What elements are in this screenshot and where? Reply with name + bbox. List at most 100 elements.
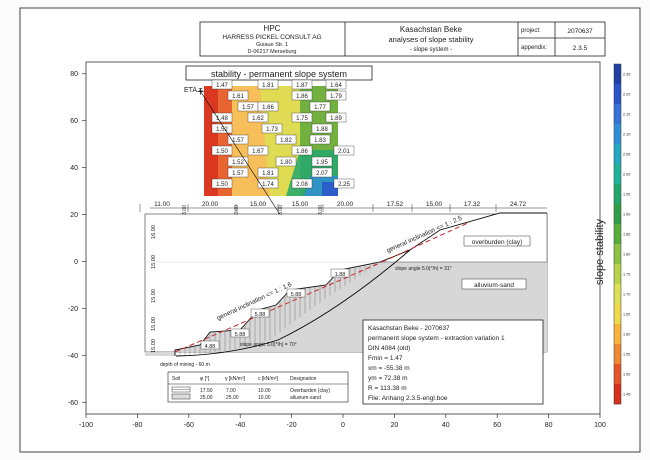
project-number: 2070637 bbox=[567, 28, 593, 35]
berm-label-text: 4.88 bbox=[205, 344, 216, 350]
berm-height-label: 3.00 bbox=[234, 205, 240, 215]
project-title: Kasachstan Beke bbox=[400, 25, 463, 34]
legend-sand-gamma: 25.00 bbox=[226, 395, 239, 401]
colorbar-tick: 2.35 bbox=[623, 73, 630, 77]
grid-cell-box bbox=[257, 178, 279, 189]
company-city: D-06217 Merseburg bbox=[248, 49, 297, 55]
y-tick-label: 40 bbox=[70, 165, 78, 172]
grid-cell-value: 1.61 bbox=[232, 94, 244, 100]
colorbar-swatch bbox=[614, 144, 621, 165]
safety-factor-grid: 1.47 1.81 1.87 1.64 1.61 1.86 1.79 1.57 1.66 1.77… bbox=[197, 79, 355, 231]
grid-cell-value: 2.07 bbox=[316, 171, 328, 177]
colorbar-tick: 1.65 bbox=[623, 313, 630, 317]
legend-header-soil: Soil bbox=[172, 376, 180, 382]
radius-line bbox=[200, 91, 291, 231]
grid-cell: 2.01 bbox=[333, 145, 355, 156]
dimension-label: 15.00 bbox=[426, 201, 443, 208]
colorbar-tick: 1.95 bbox=[623, 193, 630, 197]
grid-cell: 1.57 bbox=[227, 134, 249, 145]
info-line-1: Kasachstan Beke - 2070637 bbox=[368, 325, 450, 332]
colorbar-swatch bbox=[614, 204, 621, 225]
colorbar-tick: 2.00 bbox=[623, 173, 630, 177]
legend-clay-cohesion: 10.00 bbox=[258, 388, 271, 394]
y-tick-label: -40 bbox=[68, 353, 78, 360]
grid-cell: 1.80 bbox=[275, 156, 297, 167]
grid-cell-value: 1.50 bbox=[216, 149, 228, 155]
colorbar-swatch bbox=[614, 384, 621, 405]
grid-cell-box bbox=[291, 145, 313, 156]
legend-clay-designation: Overburden (clay) bbox=[290, 388, 330, 394]
berm-label: 5.88 bbox=[250, 308, 270, 318]
colorbar-tick: 2.05 bbox=[623, 153, 630, 157]
berm-height-label: 3.00 bbox=[182, 205, 188, 215]
colorbar-frame bbox=[613, 63, 622, 405]
grid-cell-box bbox=[311, 156, 333, 167]
berm-label-text: 5.88 bbox=[255, 312, 266, 318]
grid-cell: 1.50 bbox=[211, 145, 233, 156]
grid-cell: 1.83 bbox=[309, 134, 331, 145]
grid-cell-value: 1.74 bbox=[262, 182, 274, 188]
colorbar-swatch bbox=[614, 344, 621, 365]
colorbar-tick: 1.45 bbox=[623, 393, 630, 397]
colorbar-swatch bbox=[614, 264, 621, 285]
inclination-line-upper bbox=[381, 221, 471, 263]
project-label: project: bbox=[521, 28, 541, 34]
grid-cell-value: 2.01 bbox=[338, 149, 350, 155]
grid-cell-box bbox=[325, 90, 347, 101]
grid-cell-value: 1.57 bbox=[242, 105, 254, 111]
berm-label-box bbox=[286, 288, 306, 298]
grid-cell-value: 1.81 bbox=[262, 83, 274, 89]
grid-cell-box bbox=[227, 134, 249, 145]
legend-header-phi: φ [°] bbox=[200, 376, 210, 382]
grid-cell-value: 1.83 bbox=[314, 138, 326, 144]
colorbar-tick: 1.55 bbox=[623, 353, 630, 357]
colorbar-swatch bbox=[614, 304, 621, 325]
grid-cell-box bbox=[261, 123, 283, 134]
grid-cell: 1.61 bbox=[227, 90, 249, 101]
legend-header-cohesion: c [kN/m²] bbox=[258, 376, 279, 382]
colorbar-tick: 1.60 bbox=[623, 333, 630, 337]
info-line-7: R = 113.38 m bbox=[368, 385, 407, 392]
grid-cell-value: 1.89 bbox=[330, 116, 342, 122]
grid-cell: 1.62 bbox=[247, 112, 269, 123]
grid-cell: 1.81 bbox=[257, 79, 279, 90]
grid-cell-value: 1.48 bbox=[216, 116, 228, 122]
colorbar-swatch bbox=[614, 164, 621, 185]
x-tick-label: 0 bbox=[341, 422, 345, 429]
x-tick-label: -60 bbox=[184, 422, 194, 429]
grid-cell-box bbox=[257, 101, 279, 112]
berm-label-box bbox=[330, 268, 350, 278]
dimension-label: 17.32 bbox=[464, 201, 481, 208]
grid-cell-value: 1.73 bbox=[266, 127, 278, 133]
project-detail: - slope system - bbox=[410, 47, 452, 53]
dimension-label: 20.00 bbox=[202, 201, 219, 208]
grid-cell: 1.50 bbox=[211, 178, 233, 189]
y-tick-label: -20 bbox=[68, 306, 78, 313]
section-title-box: stability - permanent slope system bbox=[185, 65, 373, 81]
level-label: 15.00 bbox=[151, 317, 157, 331]
colorbar-tick: 2.10 bbox=[623, 133, 630, 137]
berm-label-box bbox=[200, 340, 220, 350]
grid-cell-value: 1.80 bbox=[280, 160, 292, 166]
colorbar-tick: 2.15 bbox=[623, 113, 630, 117]
grid-cell-value: 1.67 bbox=[252, 149, 264, 155]
slope-angle-upper: slope angle 5.0(°/h) = 31° bbox=[395, 266, 452, 272]
grid-cell-value: 1.79 bbox=[330, 94, 342, 100]
grid-cell: 1.74 bbox=[257, 178, 279, 189]
colorbar-swatch bbox=[614, 244, 621, 265]
info-line-8: File: Anhang 2.3.5-engl.boe bbox=[368, 395, 448, 402]
colorbar-tick: 1.80 bbox=[623, 253, 630, 257]
company-street: Guiaue Str. 1 bbox=[256, 42, 288, 48]
berm-label-text: 1.88 bbox=[335, 272, 346, 278]
overburden-tag: overburden (clay) bbox=[463, 235, 531, 247]
grid-cell-box bbox=[227, 156, 249, 167]
grid-cell-box bbox=[247, 145, 269, 156]
colorbar-tick: 2.20 bbox=[623, 93, 630, 97]
colorbar-tick: 1.75 bbox=[623, 273, 630, 277]
colorbar-swatch bbox=[614, 84, 621, 105]
y-tick-label: -60 bbox=[68, 400, 78, 407]
y-tick-label: 80 bbox=[70, 71, 78, 78]
x-tick-label: 100 bbox=[594, 422, 606, 429]
grid-cell-box bbox=[211, 178, 233, 189]
